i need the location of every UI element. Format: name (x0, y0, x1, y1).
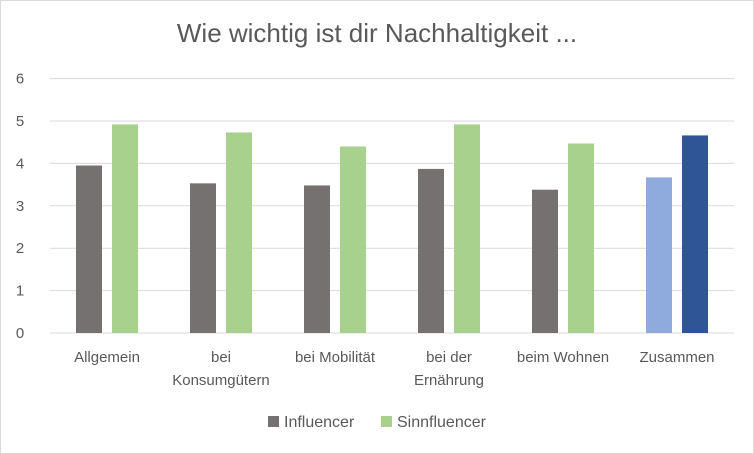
x-tick-label: beim Wohnen (517, 349, 609, 366)
y-tick-label: 6 (16, 71, 24, 88)
legend-label: Sinnfluencer (397, 414, 487, 431)
chart-title: Wie wichtig ist dir Nachhaltigkeit ... (176, 18, 578, 48)
bar-influencer (532, 189, 558, 333)
y-axis-ticks: 0 1 2 3 4 5 6 (16, 71, 24, 342)
x-tick-label: Ernährung (414, 372, 484, 389)
bar-sinnfluencer (682, 135, 708, 333)
bar-influencer (190, 183, 216, 333)
y-tick-label: 1 (16, 283, 24, 300)
y-tick-label: 4 (16, 155, 24, 172)
legend-swatch (381, 416, 392, 427)
legend-swatch (268, 416, 279, 427)
bar-influencer (76, 165, 102, 333)
bar-sinnfluencer (340, 146, 366, 333)
bar-sinnfluencer (454, 124, 480, 333)
gridlines (50, 78, 734, 334)
y-tick-label: 0 (16, 325, 24, 342)
x-tick-label: Allgemein (74, 349, 140, 366)
bar-sinnfluencer (226, 132, 252, 333)
bar-sinnfluencer (112, 124, 138, 333)
bar-influencer (304, 185, 330, 333)
x-tick-label: bei der (426, 349, 472, 366)
x-tick-label: bei Mobilität (295, 349, 376, 366)
x-axis-labels: Allgemein bei Konsumgütern bei Mobilität bei… (74, 349, 714, 389)
bar-sinnfluencer (568, 143, 594, 333)
bar-influencer (646, 177, 672, 333)
legend-label: Influencer (284, 414, 355, 431)
y-tick-label: 2 (16, 240, 24, 257)
bars (76, 124, 708, 333)
legend: Influencer Sinnfluencer (268, 414, 487, 431)
y-tick-label: 5 (16, 113, 24, 130)
bar-influencer (418, 168, 444, 333)
x-tick-label: Zusammen (639, 349, 714, 366)
x-tick-label: bei (211, 349, 231, 366)
y-tick-label: 3 (16, 198, 24, 215)
x-tick-label: Konsumgütern (172, 372, 270, 389)
